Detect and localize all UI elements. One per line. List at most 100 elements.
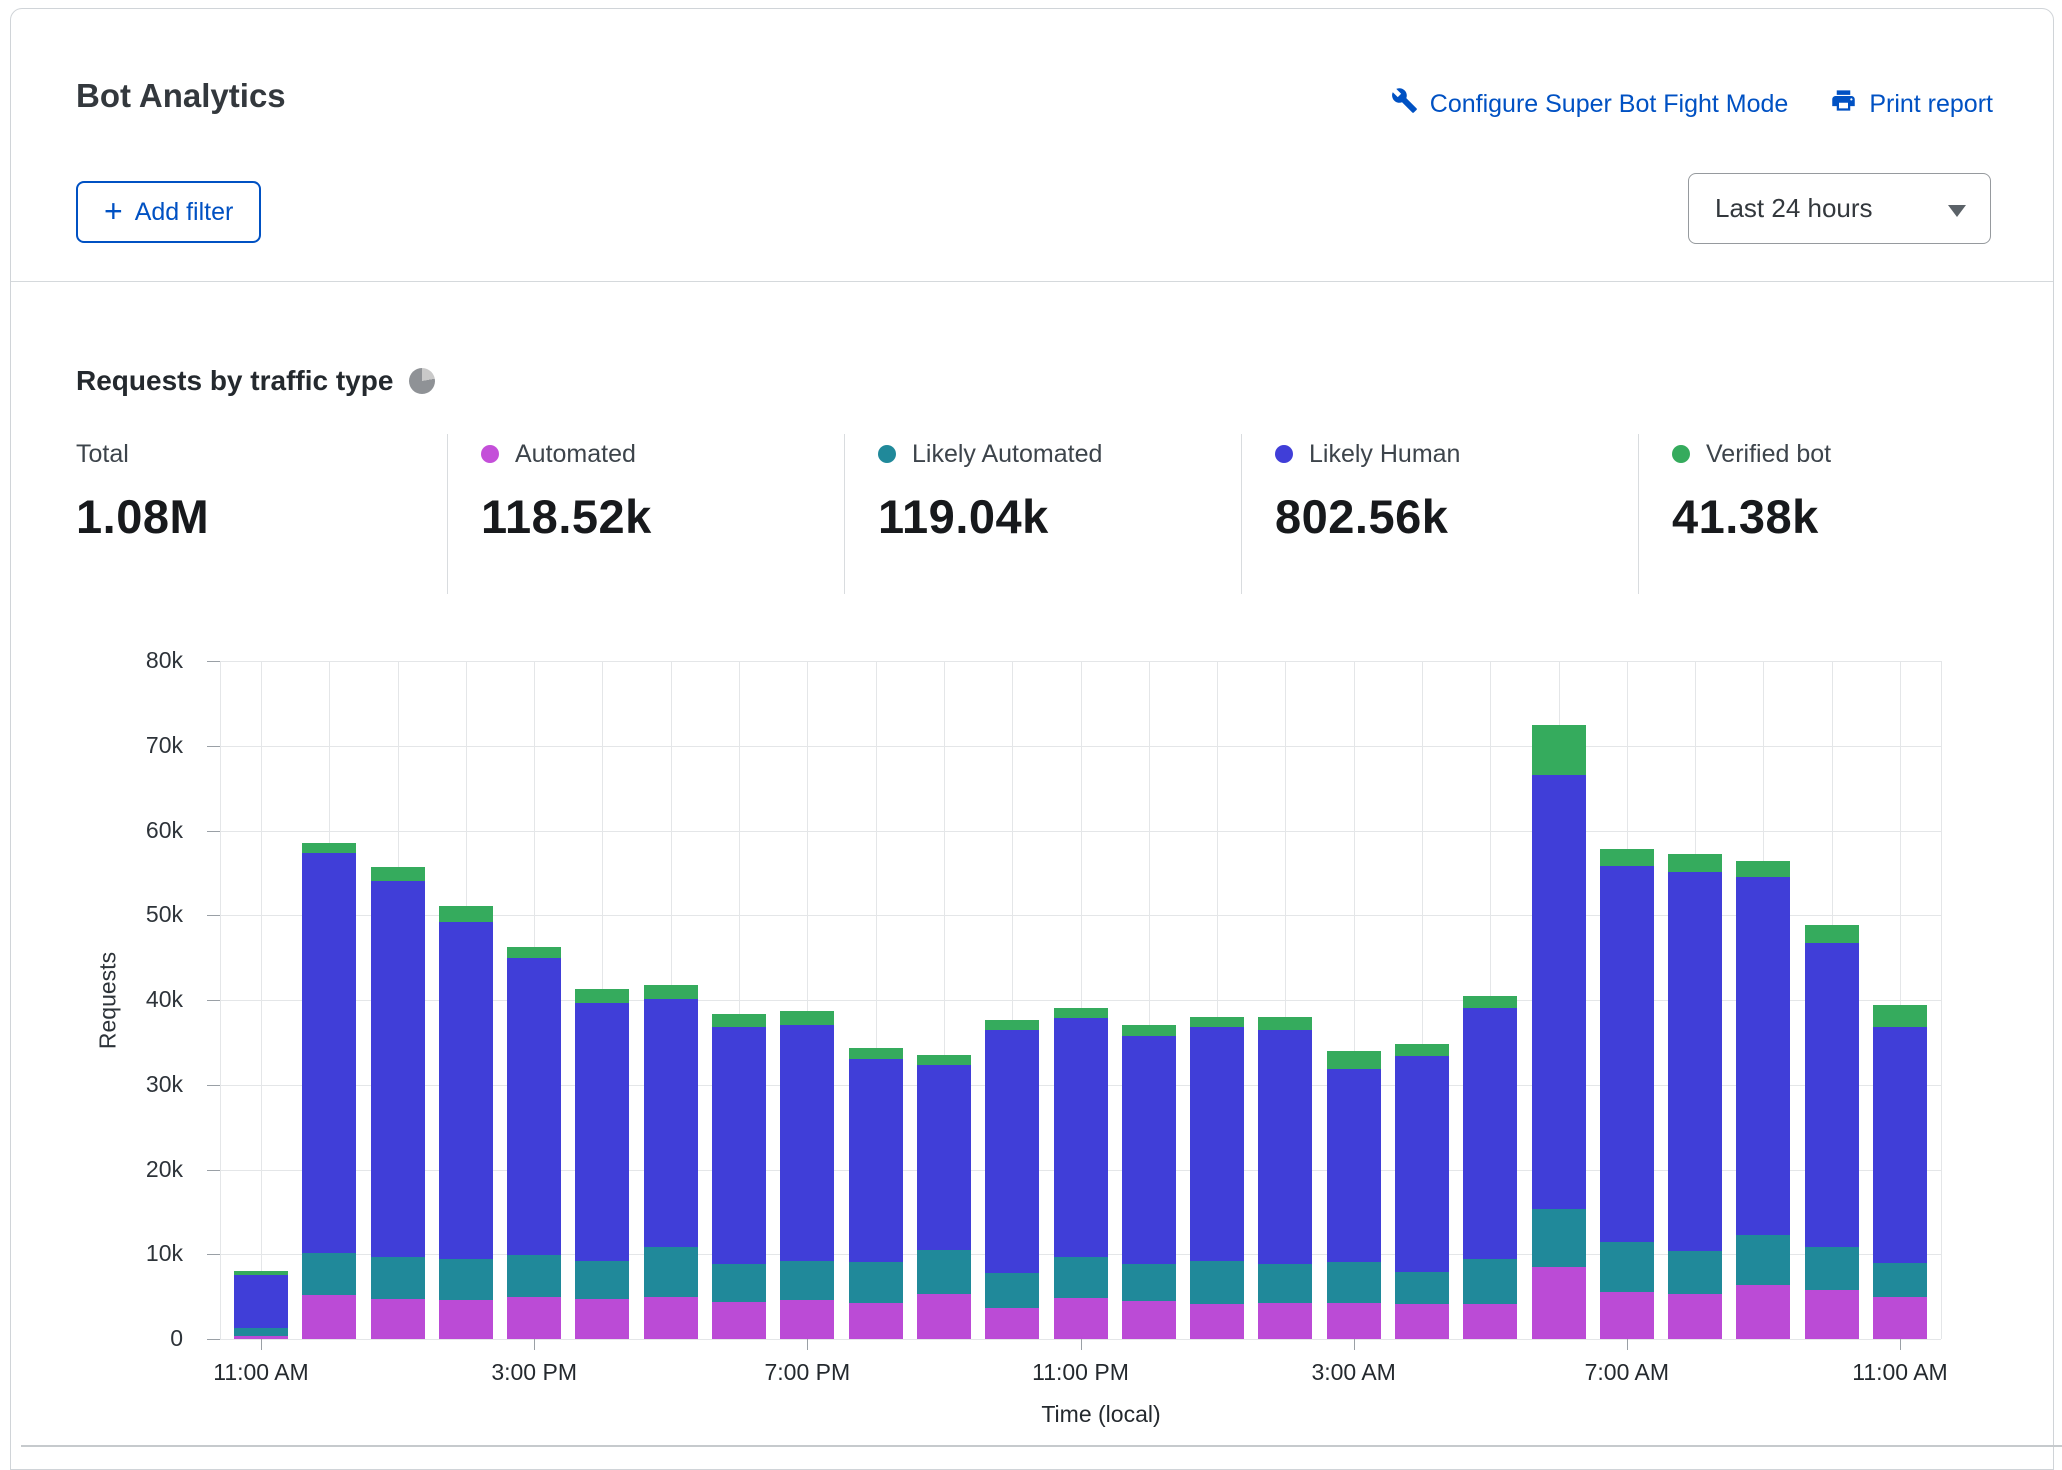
- bar-segment-verified-bot[interactable]: [985, 1020, 1039, 1029]
- bar-segment-automated[interactable]: [1463, 1304, 1517, 1339]
- bar-segment-likely-human[interactable]: [1736, 877, 1790, 1235]
- bar-segment-likely-automated[interactable]: [575, 1261, 629, 1299]
- bar-segment-automated[interactable]: [1395, 1304, 1449, 1339]
- bar-segment-likely-human[interactable]: [371, 881, 425, 1256]
- bar-segment-likely-automated[interactable]: [1395, 1272, 1449, 1304]
- bar-segment-automated[interactable]: [302, 1295, 356, 1339]
- bar-segment-verified-bot[interactable]: [371, 867, 425, 881]
- bar-segment-automated[interactable]: [1600, 1292, 1654, 1339]
- bar-segment-likely-human[interactable]: [917, 1065, 971, 1250]
- bar-segment-likely-automated[interactable]: [1190, 1261, 1244, 1304]
- bar-segment-verified-bot[interactable]: [507, 947, 561, 959]
- bar-segment-likely-human[interactable]: [1122, 1036, 1176, 1265]
- bar-segment-automated[interactable]: [1805, 1290, 1859, 1339]
- bar-segment-likely-automated[interactable]: [1463, 1259, 1517, 1304]
- bar-segment-likely-human[interactable]: [1532, 775, 1586, 1209]
- bar-segment-likely-automated[interactable]: [1532, 1209, 1586, 1267]
- bar-segment-automated[interactable]: [575, 1299, 629, 1339]
- bar-segment-likely-human[interactable]: [1600, 866, 1654, 1242]
- bar-segment-automated[interactable]: [1736, 1285, 1790, 1339]
- bar-segment-likely-human[interactable]: [1463, 1008, 1517, 1259]
- bar-segment-likely-automated[interactable]: [644, 1247, 698, 1296]
- bar-segment-likely-human[interactable]: [1190, 1027, 1244, 1261]
- bar-segment-verified-bot[interactable]: [1395, 1044, 1449, 1056]
- bar-segment-likely-automated[interactable]: [712, 1264, 766, 1302]
- bar-segment-automated[interactable]: [1122, 1301, 1176, 1339]
- bar-segment-likely-human[interactable]: [575, 1003, 629, 1261]
- bar-segment-likely-automated[interactable]: [1327, 1262, 1381, 1304]
- bar-segment-likely-human[interactable]: [712, 1027, 766, 1263]
- bar-segment-likely-human[interactable]: [1873, 1027, 1927, 1263]
- bar-segment-automated[interactable]: [507, 1297, 561, 1339]
- bar-segment-likely-automated[interactable]: [849, 1262, 903, 1303]
- bar-segment-verified-bot[interactable]: [1736, 861, 1790, 877]
- bar-segment-verified-bot[interactable]: [1532, 725, 1586, 775]
- bar-segment-verified-bot[interactable]: [917, 1055, 971, 1065]
- bar-segment-likely-automated[interactable]: [1873, 1263, 1927, 1298]
- bar-segment-verified-bot[interactable]: [1327, 1051, 1381, 1069]
- bar-segment-verified-bot[interactable]: [1190, 1017, 1244, 1027]
- bar-segment-verified-bot[interactable]: [712, 1014, 766, 1027]
- bar-segment-likely-automated[interactable]: [371, 1257, 425, 1299]
- bar-segment-likely-automated[interactable]: [439, 1259, 493, 1300]
- bar-segment-automated[interactable]: [849, 1303, 903, 1339]
- bar-segment-likely-automated[interactable]: [1736, 1235, 1790, 1285]
- bar-segment-likely-automated[interactable]: [1600, 1242, 1654, 1291]
- bar-segment-likely-human[interactable]: [1395, 1056, 1449, 1272]
- bar-segment-likely-automated[interactable]: [780, 1261, 834, 1300]
- bar-segment-likely-automated[interactable]: [1805, 1247, 1859, 1290]
- bar-segment-likely-human[interactable]: [1258, 1030, 1312, 1265]
- bar-segment-likely-automated[interactable]: [1258, 1264, 1312, 1302]
- bar-segment-verified-bot[interactable]: [1463, 996, 1517, 1009]
- y-tick: [207, 746, 220, 747]
- bar-segment-likely-automated[interactable]: [917, 1250, 971, 1294]
- bar-segment-likely-human[interactable]: [1668, 872, 1722, 1251]
- bar-segment-verified-bot[interactable]: [302, 843, 356, 853]
- bar-segment-likely-human[interactable]: [439, 922, 493, 1259]
- bar-segment-likely-human[interactable]: [1805, 943, 1859, 1246]
- bar-segment-verified-bot[interactable]: [1668, 854, 1722, 872]
- bar-segment-likely-automated[interactable]: [1122, 1264, 1176, 1300]
- bar-segment-automated[interactable]: [917, 1294, 971, 1339]
- bar-segment-likely-human[interactable]: [780, 1025, 834, 1261]
- bar-segment-likely-human[interactable]: [234, 1275, 288, 1328]
- bar-segment-automated[interactable]: [985, 1308, 1039, 1339]
- bar-segment-likely-automated[interactable]: [985, 1273, 1039, 1308]
- bar-segment-likely-human[interactable]: [1054, 1018, 1108, 1257]
- bar-segment-likely-human[interactable]: [849, 1059, 903, 1262]
- bar-segment-verified-bot[interactable]: [780, 1011, 834, 1025]
- bar-segment-automated[interactable]: [1668, 1294, 1722, 1339]
- bar-segment-verified-bot[interactable]: [849, 1048, 903, 1059]
- bar-segment-automated[interactable]: [1190, 1304, 1244, 1339]
- bar-segment-verified-bot[interactable]: [1873, 1005, 1927, 1027]
- bar-segment-automated[interactable]: [371, 1299, 425, 1339]
- bar-segment-likely-human[interactable]: [507, 958, 561, 1255]
- bar-segment-automated[interactable]: [644, 1297, 698, 1339]
- bar-segment-likely-automated[interactable]: [1054, 1257, 1108, 1299]
- bar-segment-verified-bot[interactable]: [1258, 1017, 1312, 1030]
- bar-segment-automated[interactable]: [1054, 1298, 1108, 1339]
- bar-segment-likely-automated[interactable]: [507, 1255, 561, 1297]
- bar-segment-automated[interactable]: [1258, 1303, 1312, 1339]
- bar-segment-automated[interactable]: [1327, 1303, 1381, 1339]
- bar-segment-verified-bot[interactable]: [439, 906, 493, 922]
- bar-segment-automated[interactable]: [1532, 1267, 1586, 1339]
- bar-segment-automated[interactable]: [712, 1302, 766, 1339]
- bar-segment-automated[interactable]: [780, 1300, 834, 1339]
- bar-segment-likely-automated[interactable]: [234, 1328, 288, 1336]
- bar-segment-verified-bot[interactable]: [1054, 1008, 1108, 1017]
- bar-segment-verified-bot[interactable]: [644, 985, 698, 999]
- bar-segment-verified-bot[interactable]: [1600, 849, 1654, 866]
- bar-segment-likely-human[interactable]: [985, 1030, 1039, 1273]
- bar-segment-verified-bot[interactable]: [1805, 925, 1859, 943]
- bar-segment-automated[interactable]: [439, 1300, 493, 1339]
- bar-segment-likely-automated[interactable]: [1668, 1251, 1722, 1294]
- bar-segment-automated[interactable]: [1873, 1297, 1927, 1339]
- bar-segment-verified-bot[interactable]: [1122, 1025, 1176, 1036]
- bar-segment-likely-human[interactable]: [1327, 1069, 1381, 1262]
- bar-segment-verified-bot[interactable]: [575, 989, 629, 1003]
- bar-segment-likely-automated[interactable]: [302, 1253, 356, 1295]
- bar-segment-likely-human[interactable]: [302, 853, 356, 1252]
- bar-segment-verified-bot[interactable]: [234, 1271, 288, 1274]
- bar-segment-likely-human[interactable]: [644, 999, 698, 1247]
